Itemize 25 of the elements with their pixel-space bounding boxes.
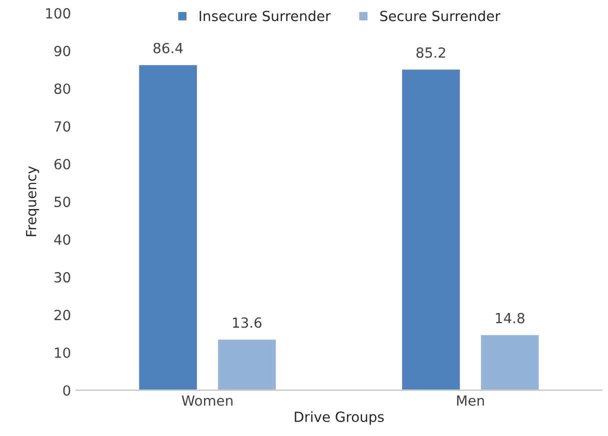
bar <box>216 338 278 390</box>
legend-label: Secure Surrender <box>380 10 500 22</box>
y-tick-label: 50 <box>54 196 70 208</box>
y-tick-label: 80 <box>54 83 70 94</box>
x-tick-label: Women <box>182 396 232 406</box>
y-tick-label: 70 <box>54 121 70 132</box>
y-tick-label: 40 <box>54 234 70 245</box>
y-tick-label: 100 <box>46 8 70 19</box>
y-tick-label: 60 <box>54 158 70 170</box>
y-tick-label: 30 <box>54 272 70 283</box>
x-axis-title: Drive Groups <box>294 411 384 425</box>
x-tick-label: Men <box>457 396 484 406</box>
bar <box>400 68 462 390</box>
y-tick-label: 10 <box>54 347 70 358</box>
data-label: 85.2 <box>416 47 446 58</box>
y-tick-label: 20 <box>54 310 70 320</box>
y-tick-label: 90 <box>54 46 70 56</box>
data-label: 86.4 <box>154 42 183 54</box>
y-axis-title: Frequency <box>26 166 40 236</box>
legend-label: Insecure Surrender <box>200 10 331 22</box>
bar <box>138 64 198 390</box>
data-label: 13.6 <box>232 317 262 328</box>
bar <box>480 334 540 390</box>
y-tick-label: 0 <box>63 385 70 396</box>
data-label: 14.8 <box>496 312 524 324</box>
